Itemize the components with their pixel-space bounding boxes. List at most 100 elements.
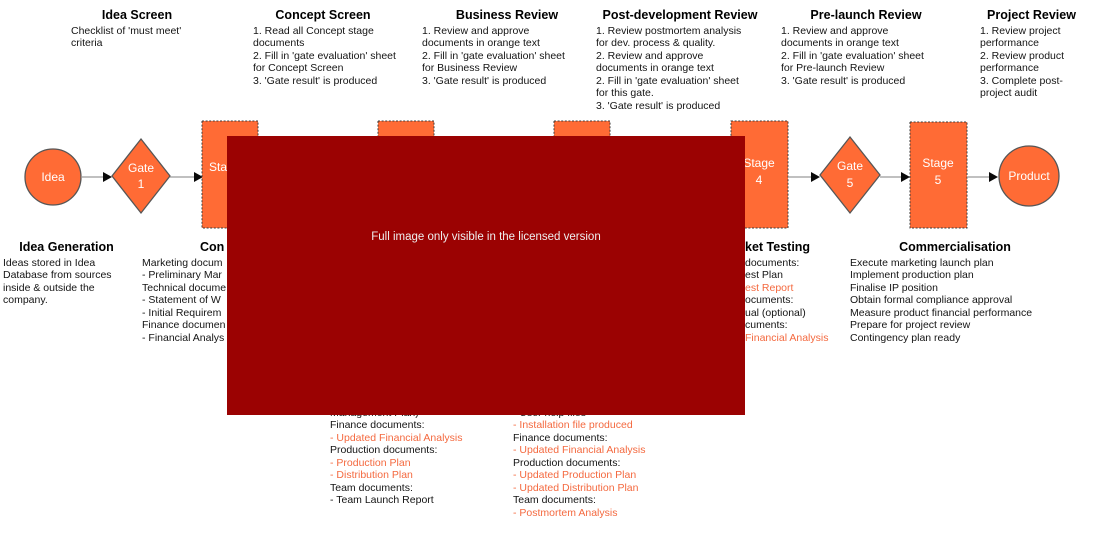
note-idea-generation: Idea Generation Ideas stored in Idea Dat… xyxy=(3,240,130,307)
note-business-review: Business Review 1. Review and approve do… xyxy=(422,8,592,87)
section-title-idea-generation: Idea Generation xyxy=(19,240,114,254)
license-watermark-overlay: Full image only visible in the licensed … xyxy=(227,136,745,415)
doc-line: - Postmortem Analysis xyxy=(513,506,618,519)
doc-list-development-column: - User help files - Installation file pr… xyxy=(513,407,646,519)
section-title-idea-screen: Idea Screen xyxy=(101,8,173,22)
note-line: - Financial Analys xyxy=(142,331,225,344)
note-line: documents in orange text xyxy=(422,37,540,50)
section-title-commercialisation: Commercialisation xyxy=(899,240,1011,254)
note-line: criteria xyxy=(71,37,103,50)
doc-line: Team documents: xyxy=(513,494,596,507)
note-line: Prepare for project review xyxy=(850,319,971,332)
note-line: Technical docume xyxy=(142,281,227,294)
note-line: - Initial Requirem xyxy=(142,306,222,319)
note-pre-launch-review: Pre-launch Review 1. Review and approve … xyxy=(781,8,951,87)
doc-line: - Production Plan xyxy=(330,456,411,469)
doc-line: Production documents: xyxy=(330,444,438,457)
note-line: 2. Review product xyxy=(980,49,1065,62)
section-title-concept-partial: Con xyxy=(200,240,225,254)
note-line: cuments: xyxy=(745,319,788,332)
connector-arrow xyxy=(788,172,820,182)
stage4-label-line2: 4 xyxy=(756,173,763,187)
gate5-label-line1: Gate xyxy=(837,159,863,173)
note-line: for dev. process & quality. xyxy=(596,37,716,50)
note-line: performance xyxy=(980,62,1039,75)
note-line: Marketing docum xyxy=(142,257,223,269)
note-project-review: Project Review 1. Review project perform… xyxy=(980,8,1083,100)
note-line: documents: xyxy=(745,257,800,269)
note-line: ocuments: xyxy=(745,294,794,307)
note-line: 3. 'Gate result' is produced xyxy=(253,74,378,87)
stage5-label-line1: Stage xyxy=(922,156,954,170)
note-line: Finance documen xyxy=(142,319,226,332)
doc-line: Finance documents: xyxy=(513,431,608,444)
section-title-post-development-review: Post-development Review xyxy=(602,8,758,22)
note-line: 3. 'Gate result' is produced xyxy=(781,74,906,87)
note-line: Contingency plan ready xyxy=(850,331,961,344)
note-line: 1. Review and approve xyxy=(781,25,889,37)
section-title-concept-screen: Concept Screen xyxy=(275,8,371,22)
arrowhead-icon xyxy=(194,172,203,182)
gate5-node xyxy=(819,135,881,215)
stage4-label-line1: Stage xyxy=(743,156,775,170)
note-idea-screen: Idea Screen Checklist of 'must meet' cri… xyxy=(71,8,203,50)
note-line: 2. Fill in 'gate evaluation' sheet xyxy=(422,49,565,62)
note-line: Financial Analysis xyxy=(745,331,829,344)
doc-line: - Distribution Plan xyxy=(330,469,413,482)
note-post-development-review: Post-development Review 1. Review postmo… xyxy=(596,8,764,112)
arrowhead-icon xyxy=(989,172,998,182)
gate1-node xyxy=(111,137,171,215)
note-line: 3. Complete post- xyxy=(980,74,1063,87)
doc-line: Production documents: xyxy=(513,456,621,469)
note-line: 2. Fill in 'gate evaluation' sheet xyxy=(781,49,924,62)
note-commercialisation: Commercialisation Execute marketing laun… xyxy=(850,240,1060,344)
note-line: 3. 'Gate result' is produced xyxy=(596,99,721,112)
arrowhead-icon xyxy=(103,172,112,182)
note-line: 2. Fill in 'gate evaluation' sheet xyxy=(596,74,739,87)
doc-line: - Team Launch Report xyxy=(330,494,434,507)
note-line: documents in orange text xyxy=(781,37,899,50)
note-line: for Business Review xyxy=(422,62,518,75)
connector-arrow xyxy=(967,172,998,182)
arrowhead-icon xyxy=(901,172,910,182)
note-line: project audit xyxy=(980,87,1038,100)
doc-line: Team documents: xyxy=(330,481,413,494)
note-line: 1. Read all Concept stage xyxy=(253,25,374,37)
note-line: Obtain formal compliance approval xyxy=(850,294,1013,307)
section-title-market-testing-partial: ket Testing xyxy=(745,240,811,254)
connector-arrow xyxy=(170,172,203,182)
note-line: Finalise IP position xyxy=(850,281,938,294)
note-line: for Concept Screen xyxy=(253,62,344,75)
doc-line: - Updated Financial Analysis xyxy=(330,431,463,444)
connector-arrow xyxy=(880,172,910,182)
stage5-label-line2: 5 xyxy=(935,173,942,187)
note-line: Measure product financial performance xyxy=(850,306,1033,319)
gate1-label-line2: 1 xyxy=(138,177,145,191)
note-line: 3. 'Gate result' is produced xyxy=(422,74,547,87)
note-line: est Plan xyxy=(745,269,783,282)
note-line: est Report xyxy=(745,281,794,294)
gate1-label-line1: Gate xyxy=(128,161,154,175)
idea-node-label: Idea xyxy=(41,170,65,184)
note-line: Execute marketing launch plan xyxy=(850,257,994,269)
note-line: documents xyxy=(253,37,305,50)
note-line: inside & outside the xyxy=(3,281,95,294)
section-title-project-review: Project Review xyxy=(987,8,1076,22)
note-line: 1. Review project xyxy=(980,25,1061,37)
note-line: 2. Review and approve xyxy=(596,49,704,62)
arrowhead-icon xyxy=(811,172,820,182)
doc-line: - Updated Financial Analysis xyxy=(513,444,646,457)
note-market-testing-partial: documents: est Plan est Report ocuments:… xyxy=(745,257,828,344)
note-line: - Preliminary Mar xyxy=(142,269,222,282)
stage5-node xyxy=(909,121,968,229)
connector-arrow xyxy=(81,172,112,182)
note-line: 1. Review postmortem analysis xyxy=(596,25,742,37)
note-line: - Statement of W xyxy=(142,294,221,307)
note-line: Database from sources xyxy=(3,269,112,282)
doc-line: Finance documents: xyxy=(330,419,425,432)
section-title-business-review: Business Review xyxy=(455,8,559,22)
product-node xyxy=(998,145,1060,207)
note-line: for Pre-launch Review xyxy=(781,62,885,75)
doc-line: - Updated Distribution Plan xyxy=(513,481,639,494)
